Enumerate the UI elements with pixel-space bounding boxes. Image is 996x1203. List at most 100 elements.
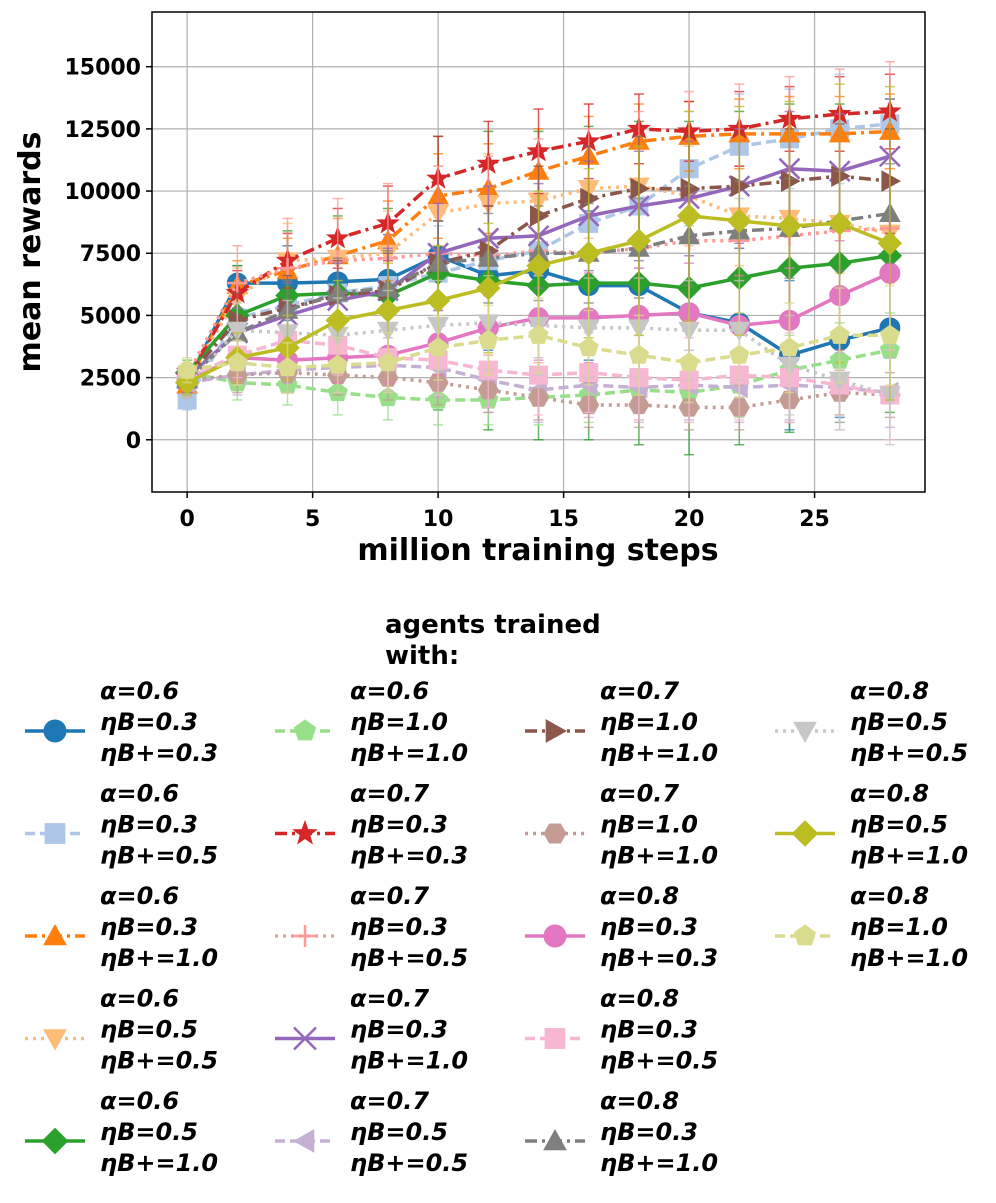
legend-item: α=0.6 ηB=1.0 ηB+=1.0 [275,677,468,767]
legend-marker [793,721,817,744]
legend-label: ηB+=0.3 [350,842,468,870]
legend-label: ηB=0.3 [600,913,698,941]
y-tick-label: 10000 [64,180,141,205]
legend-marker [791,820,819,847]
data-point [277,258,298,279]
legend-label: ηB+=1.0 [850,842,968,870]
x-tick-label: 5 [305,507,320,532]
legend-label: α=0.6 [100,1087,179,1115]
legend-label: ηB=1.0 [600,811,698,839]
axis-ticks: 0 5 10 15 20 25 0 2500 5000 7500 10000 12500 15000 [64,56,829,532]
legend-label: ηB+=0.5 [600,1047,718,1075]
y-tick-label: 0 [126,429,141,454]
legend-label: ηB=1.0 [600,708,698,736]
x-tick-label: 0 [179,507,194,532]
legend-marker [41,1127,69,1155]
legend-label: ηB+=1.0 [600,1149,718,1177]
y-tick-label: 15000 [64,56,141,81]
legend-label: ηB+=1.0 [100,1149,218,1177]
x-axis-label: million training steps [357,533,718,568]
legend-label: α=0.8 [600,985,679,1013]
legend-item: α=0.6 ηB=0.3 ηB+=0.3 [25,677,218,767]
legend-label: ηB=0.5 [350,1118,448,1146]
legend-label: ηB=0.3 [600,1016,698,1044]
legend-label: ηB+=0.5 [350,944,468,972]
legend-label: α=0.8 [850,677,929,705]
legend-marker [44,823,66,844]
data-point [428,337,449,357]
legend-marker [543,924,567,948]
data-point [829,324,850,344]
legend-label: ηB+=0.5 [850,739,968,767]
data-point [530,205,550,227]
legend-item: α=0.7 ηB=0.3 ηB+=0.5 [275,882,468,972]
legend-label: ηB+=1.0 [350,739,468,767]
data-point [476,275,501,301]
data-point [478,329,499,349]
legend-marker [543,823,567,844]
data-point [626,228,652,254]
legend-label: α=0.6 [100,985,179,1013]
legend-label: α=0.6 [350,677,429,705]
legend-item: α=0.7 ηB=0.3 ηB+=1.0 [275,985,468,1075]
y-tick-label: 2500 [80,367,141,392]
x-tick-label: 25 [799,507,830,532]
legend-label: ηB+=1.0 [600,739,718,767]
legend-item: α=0.6 ηB=0.5 ηB+=0.5 [25,985,218,1075]
legend-label: ηB=0.3 [350,913,448,941]
legend-marker [294,925,316,947]
legend-label: ηB+=0.5 [100,842,218,870]
data-point [375,298,401,323]
y-tick-label: 5000 [80,304,141,329]
legend-label: α=0.6 [100,882,179,910]
legend-label: ηB+=1.0 [600,842,718,870]
data-point [679,352,700,372]
legend-item: α=0.8 ηB=0.5 ηB+=1.0 [775,780,968,870]
data-point [781,170,801,192]
legend-marker [43,719,67,743]
legend-item: α=0.8 ηB=0.3 ηB+=1.0 [525,1087,718,1177]
legend-item: α=0.6 ηB=0.5 ηB+=1.0 [25,1087,218,1177]
legend-title: agents trained [385,610,601,640]
legend-label: ηB=0.3 [350,1016,448,1044]
legend-label: ηB+=0.3 [100,739,218,767]
legend-item: α=0.7 ηB=0.3 ηB+=0.3 [275,780,468,870]
legend-marker [43,1029,67,1051]
legend-marker [293,719,317,741]
x-tick-label: 20 [674,507,705,532]
series-18 [177,284,900,404]
legend-label: α=0.8 [850,780,929,808]
data-point [277,356,298,377]
legend-label: α=0.6 [100,780,179,808]
data-point [827,211,852,236]
legend-label: ηB+=1.0 [850,944,968,972]
data-point [227,273,248,294]
legend-item: α=0.7 ηB=1.0 ηB+=1.0 [525,677,718,767]
data-point [177,359,198,379]
data-point [578,337,599,357]
legend-label: ηB+=0.5 [350,1149,468,1177]
legend-label: ηB=0.3 [350,811,448,839]
legend-item: α=0.8 ηB=1.0 ηB+=1.0 [775,882,968,972]
legend-label: ηB=0.5 [850,708,948,736]
legend-label: ηB+=0.5 [100,1047,218,1075]
legend-item: α=0.6 ηB=0.3 ηB+=0.5 [25,780,218,870]
legend-label: ηB=0.3 [100,811,198,839]
data-point [377,352,398,372]
data-point [226,321,249,342]
data-point [630,177,650,200]
data-point [777,213,802,239]
series-line [185,129,890,386]
legend-label: α=0.7 [350,1087,429,1115]
legend-marker [543,1128,567,1151]
data-point [227,352,248,372]
data-point [779,337,800,357]
series-line [186,333,890,372]
data-point [729,344,750,364]
legend: agents trainedwith:α=0.6ηB=0.3ηB+=0.3α=0… [25,610,968,1177]
legend-label: ηB+=0.3 [600,944,718,972]
y-tick-label: 7500 [80,242,141,267]
legend-item: α=0.7 ηB=0.5 ηB+=0.5 [275,1087,468,1177]
data-point [877,231,903,256]
legend-item: α=0.8 ηB=0.3 ηB+=0.3 [525,882,718,972]
